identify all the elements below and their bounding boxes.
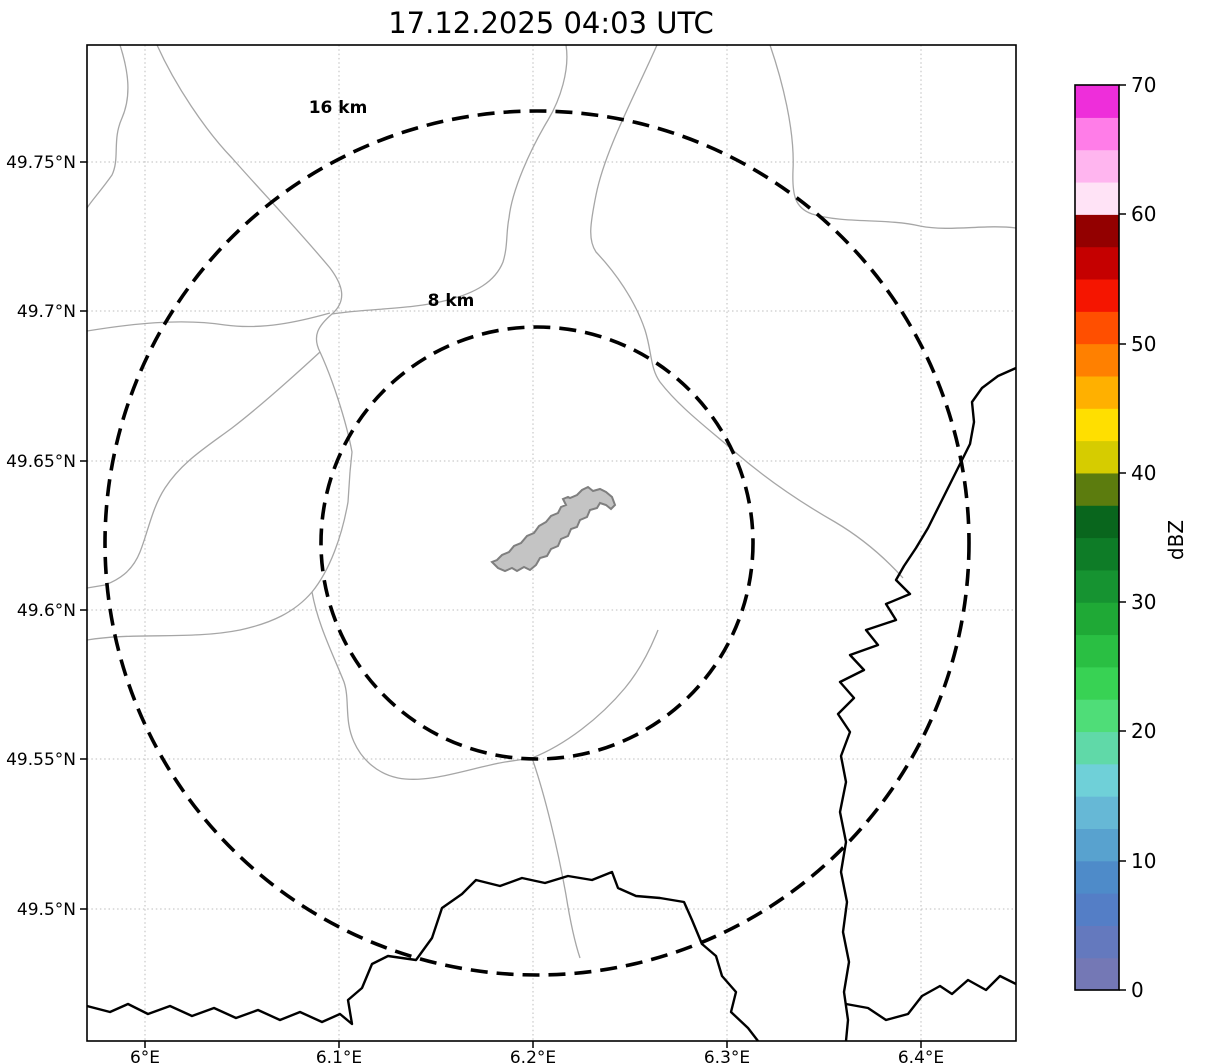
- colorbar-segment: [1075, 569, 1119, 603]
- national-borders: [87, 366, 1016, 1041]
- colorbar-segment: [1075, 763, 1119, 797]
- y-tick-label: 49.55°N: [6, 750, 76, 770]
- colorbar-segment: [1075, 602, 1119, 636]
- colorbar-segment: [1075, 117, 1119, 151]
- colorbar-segment: [1075, 699, 1119, 733]
- colorbar-tick-label: 60: [1131, 202, 1156, 226]
- colorbar-tick-labels: 0 10 20 30 40 50 60 70: [1131, 73, 1156, 1002]
- colorbar-segment: [1075, 893, 1119, 926]
- colorbar-segment: [1075, 634, 1119, 668]
- municipal-borders: [87, 45, 1016, 959]
- x-tick-labels: 6°E 6.1°E 6.2°E 6.3°E 6.4°E: [130, 1048, 944, 1064]
- colorbar-segment: [1075, 957, 1119, 991]
- y-tick-label: 49.65°N: [6, 452, 76, 472]
- colorbar-tick-marks: [1119, 84, 1126, 991]
- colorbar-tick-label: 10: [1131, 849, 1156, 873]
- colorbar-segment: [1075, 925, 1119, 959]
- colorbar-segment: [1075, 472, 1119, 506]
- colorbar-segment: [1075, 278, 1119, 312]
- map-layer: [87, 45, 1016, 1041]
- colorbar-segment: [1075, 343, 1119, 377]
- colorbar-segment: [1075, 246, 1119, 280]
- colorbar: 0 10 20 30 40 50 60 70 dBZ: [1074, 73, 1188, 1002]
- colorbar-tick-label: 0: [1131, 978, 1144, 1002]
- x-tick-label: 6.2°E: [510, 1048, 556, 1064]
- colorbar-gradient: [1075, 85, 1119, 991]
- colorbar-segment: [1075, 505, 1119, 539]
- y-tick-labels: 49.75°N 49.7°N 49.65°N 49.6°N 49.55°N 49…: [6, 153, 76, 920]
- colorbar-segment: [1075, 796, 1119, 829]
- colorbar-segment: [1075, 214, 1119, 248]
- x-tick-label: 6.3°E: [704, 1048, 750, 1064]
- colorbar-label: dBZ: [1164, 520, 1188, 560]
- colorbar-segment: [1075, 537, 1119, 571]
- x-tick-label: 6°E: [130, 1048, 160, 1064]
- airport-shape: [490, 485, 617, 573]
- ring-label-16km: 16 km: [309, 98, 368, 118]
- colorbar-segment: [1075, 828, 1119, 862]
- plot-title: 17.12.2025 04:03 UTC: [388, 6, 714, 40]
- colorbar-segment: [1075, 375, 1119, 409]
- colorbar-outline: [1074, 84, 1120, 991]
- y-tick-label: 49.7°N: [17, 302, 76, 322]
- y-tick-label: 49.6°N: [17, 601, 76, 621]
- colorbar-tick-label: 20: [1131, 719, 1156, 743]
- colorbar-segment: [1075, 408, 1119, 442]
- colorbar-segment: [1075, 149, 1119, 183]
- colorbar-segment: [1075, 860, 1119, 894]
- colorbar-tick-label: 70: [1131, 73, 1156, 97]
- colorbar-segment: [1075, 440, 1119, 474]
- colorbar-segment: [1075, 731, 1119, 765]
- colorbar-segment: [1075, 311, 1119, 345]
- colorbar-tick-label: 30: [1131, 590, 1156, 614]
- axis-tick-marks: [80, 161, 922, 1048]
- colorbar-segment: [1075, 85, 1119, 118]
- colorbar-tick-label: 50: [1131, 332, 1156, 356]
- ring-label-8km: 8 km: [428, 291, 475, 311]
- y-tick-label: 49.5°N: [17, 900, 76, 920]
- x-tick-label: 6.4°E: [898, 1048, 944, 1064]
- range-ring-16km: [103, 109, 971, 977]
- colorbar-segment: [1075, 181, 1119, 215]
- range-ring-8km: [319, 325, 755, 761]
- y-tick-label: 49.75°N: [6, 153, 76, 173]
- colorbar-segment: [1075, 666, 1119, 700]
- colorbar-tick-label: 40: [1131, 461, 1156, 485]
- x-tick-label: 6.1°E: [316, 1048, 362, 1064]
- plot-border: [86, 44, 1017, 1042]
